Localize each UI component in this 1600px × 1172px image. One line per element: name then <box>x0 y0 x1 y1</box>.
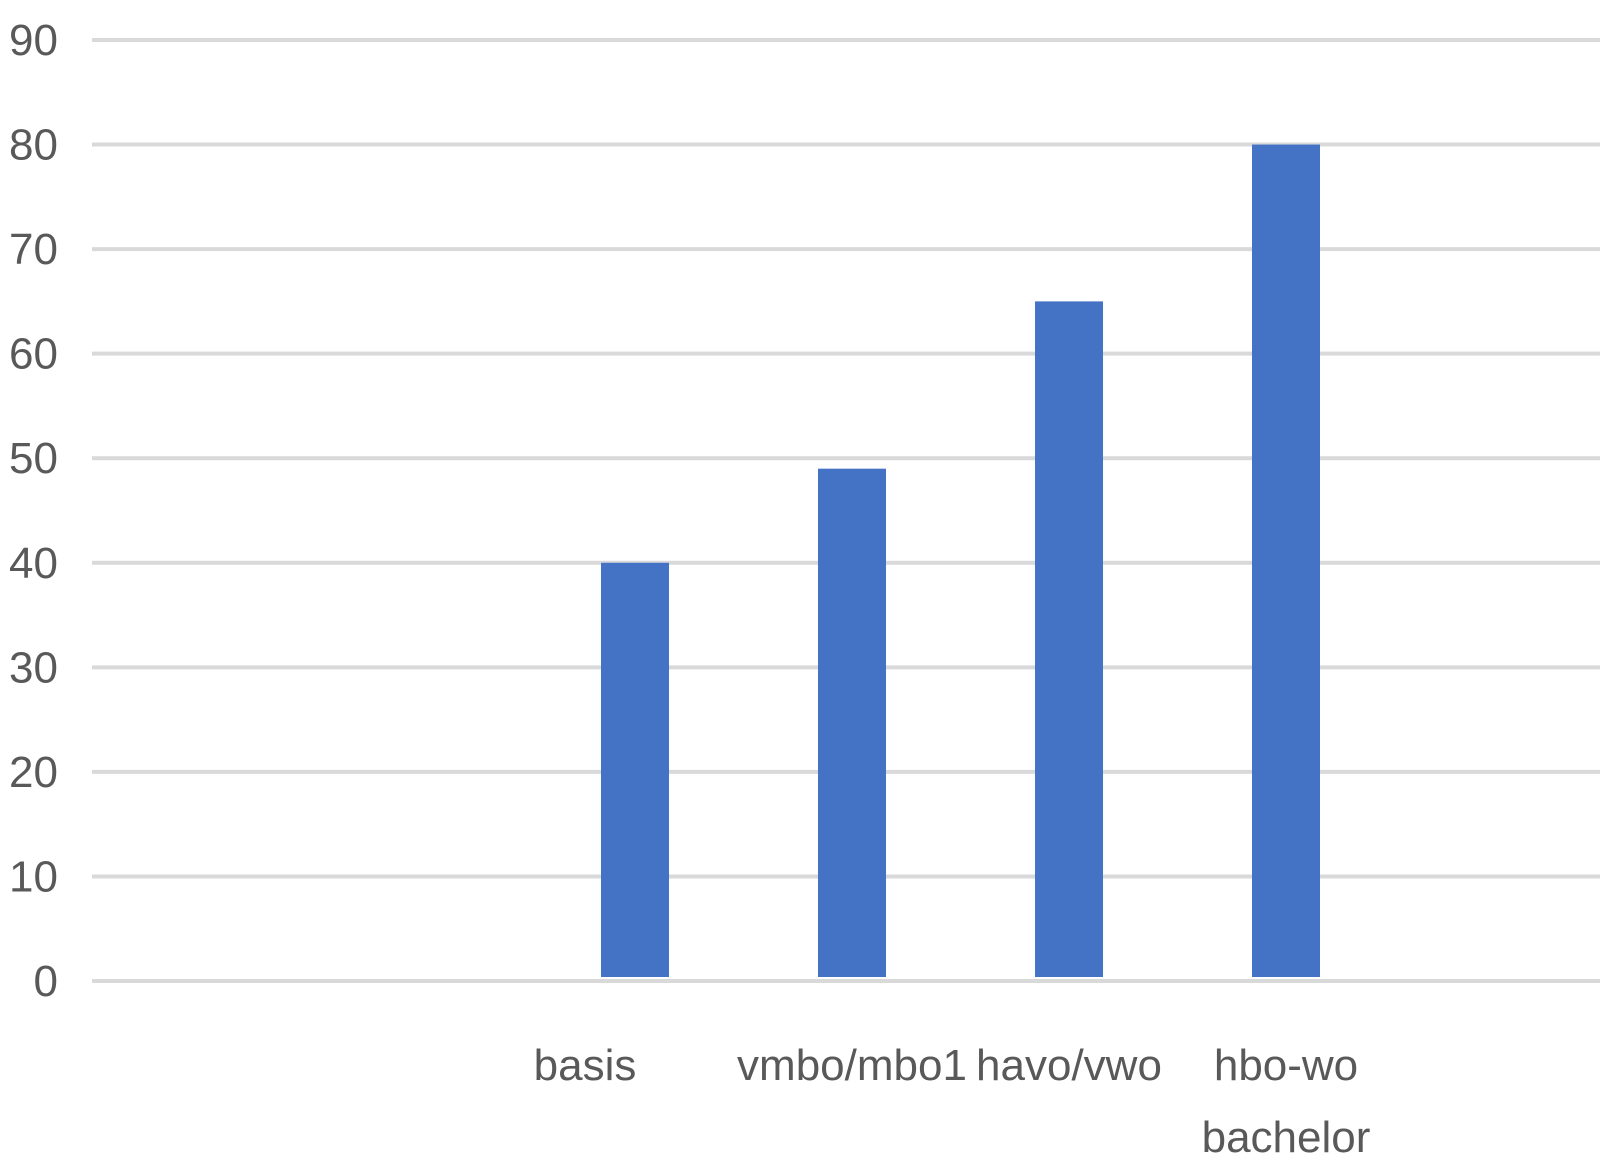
x-category-label: bachelor <box>1202 1113 1371 1162</box>
y-tick-label: 60 <box>9 330 58 379</box>
y-tick-label: 80 <box>9 121 58 170</box>
x-category-label: havo/vwo <box>976 1041 1162 1090</box>
x-category-label: vmbo/mbo1 <box>737 1041 967 1090</box>
y-tick-label: 30 <box>9 643 58 692</box>
y-tick-label: 50 <box>9 434 58 483</box>
bar <box>601 562 669 977</box>
y-tick-label: 40 <box>9 539 58 588</box>
x-axis-category-labels: basis vmbo/mbo1 havo/vwo hbo-wo bachelor <box>534 1041 1371 1162</box>
bar <box>1035 301 1103 977</box>
y-tick-label: 90 <box>9 16 58 65</box>
bar <box>818 468 886 977</box>
x-category-label: hbo-wo <box>1214 1041 1358 1090</box>
x-category-label: basis <box>534 1041 637 1090</box>
y-axis-tick-labels: 0 10 20 30 40 50 60 70 80 90 <box>9 16 58 1006</box>
y-tick-label: 70 <box>9 225 58 274</box>
bar <box>1252 144 1320 978</box>
y-tick-label: 10 <box>9 852 58 901</box>
bars <box>601 144 1320 978</box>
y-tick-label: 0 <box>34 957 58 1006</box>
y-tick-label: 20 <box>9 748 58 797</box>
